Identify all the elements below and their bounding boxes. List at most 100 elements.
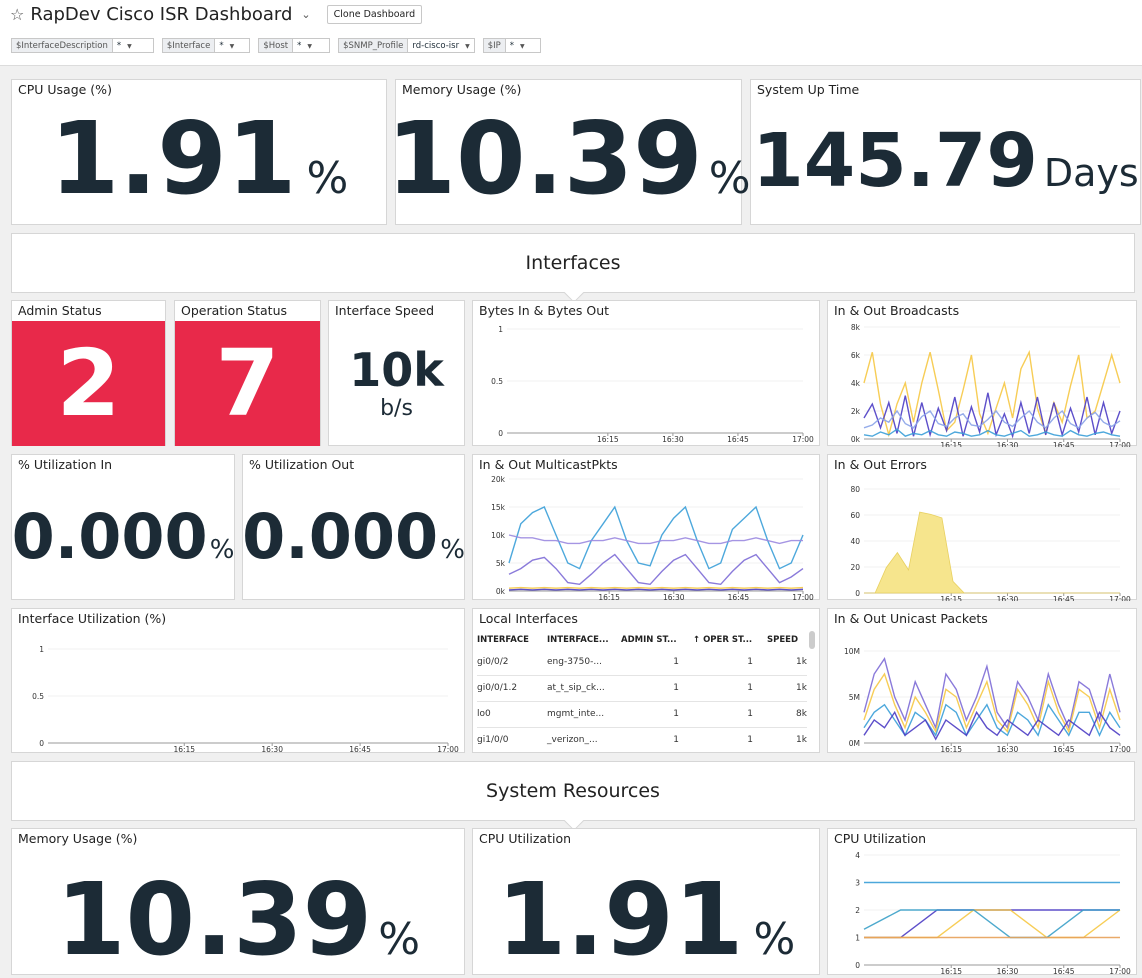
variable-interface-description[interactable]: $InterfaceDescription * ▼ <box>11 38 154 53</box>
widget-title: Local Interfaces <box>479 611 578 626</box>
cpu-utilization-value: 1.91% <box>473 861 819 978</box>
admin-status-value: 2 <box>12 321 165 446</box>
cpu-usage-value: 1.91% <box>12 100 386 217</box>
table-cell: gi1/0/0 <box>477 727 547 752</box>
variable-host[interactable]: $Host * ▼ <box>258 38 331 53</box>
operation-status-value: 7 <box>175 321 320 446</box>
x-tick-label: 16:15 <box>940 745 962 753</box>
series-line <box>863 409 1121 429</box>
column-header[interactable]: ADMIN ST... <box>621 635 677 645</box>
interface-speed-widget[interactable]: Interface Speed 10k b/s <box>328 300 465 446</box>
x-tick-label: 17:00 <box>1109 967 1131 975</box>
multicast-widget[interactable]: In & Out MulticastPkts 0k 5k 10k 15k 20k 16:1… <box>472 454 820 601</box>
variable-interface[interactable]: $Interface * ▼ <box>161 38 251 53</box>
y-tick-label: 6k <box>851 351 861 360</box>
system-uptime-widget[interactable]: System Up Time 145.79 Days <box>750 79 1141 225</box>
variable-name: $Host <box>259 39 294 52</box>
interface-utilization-widget[interactable]: Interface Utilization (%) 0 0.5 1 16:15 16:3… <box>11 608 465 753</box>
column-header[interactable]: SPEED <box>767 635 799 645</box>
x-tick-label: 16:30 <box>997 441 1019 447</box>
y-tick-label: 4 <box>855 851 860 860</box>
cpu-utilization-value-widget[interactable]: CPU Utilization 1.91% <box>472 828 820 978</box>
y-tick-label: 5M <box>849 693 860 702</box>
local-interfaces-widget[interactable]: Local Interfaces INTERFACE INTERFACE... … <box>472 608 820 753</box>
table-cell: 1 <box>621 727 693 752</box>
utilization-out-widget[interactable]: % Utilization Out 0.000% <box>242 454 465 600</box>
variable-value: rd-cisco-isr <box>412 41 460 51</box>
cpu-usage-widget[interactable]: CPU Usage (%) 1.91% <box>11 79 387 225</box>
x-tick-label: 16:45 <box>728 593 750 601</box>
variable-value: * <box>116 41 122 51</box>
x-tick-label: 16:45 <box>1053 967 1075 975</box>
x-tick-label: 16:30 <box>997 967 1019 975</box>
widget-title: In & Out MulticastPkts <box>479 457 618 472</box>
table-cell: 1k <box>767 675 807 702</box>
unicast-widget[interactable]: In & Out Unicast Packets 0M 5M 10M 16:15 16:… <box>827 608 1137 753</box>
interfaces-group-header[interactable]: Interfaces <box>11 233 1135 303</box>
unit-text: % <box>209 535 235 565</box>
y-tick-label: 0 <box>498 429 503 438</box>
operation-status-widget[interactable]: Operation Status 7 <box>174 300 321 446</box>
utilization-out-value: 0.000% <box>242 500 465 573</box>
table-cell: mgmt_inte... <box>547 701 621 728</box>
interface-speed-value: 10k <box>349 343 444 397</box>
star-icon[interactable]: ☆ <box>10 4 25 24</box>
clone-dashboard-button[interactable]: Clone Dashboard <box>326 4 423 24</box>
table-cell: 8k <box>767 701 807 728</box>
widget-title: System Up Time <box>757 82 860 97</box>
y-tick-label: 15k <box>491 503 506 512</box>
memory-usage-widget[interactable]: Memory Usage (%) 10.39% <box>386 79 751 225</box>
widget-title: In & Out Errors <box>834 457 927 472</box>
y-tick-label: 1 <box>855 934 860 943</box>
uptime-value: 145.79 Days <box>751 118 1140 204</box>
y-tick-label: 0M <box>849 739 860 748</box>
widget-title: CPU Utilization <box>479 831 572 846</box>
template-variables: $InterfaceDescription * ▼ $Interface * ▼ $Ho… <box>11 38 541 53</box>
chevron-down-icon[interactable]: ⌄ <box>301 7 311 21</box>
bytes-in-out-widget[interactable]: Bytes In & Bytes Out 0 0.5 1 16:15 16:30 16:4… <box>472 300 820 446</box>
broadcasts-widget[interactable]: In & Out Broadcasts 0k 2k 4k 6k 8k 16:15 16:30… <box>827 300 1137 447</box>
value-text: 10.39 <box>55 861 373 978</box>
x-tick-label: 16:15 <box>940 967 962 975</box>
column-header[interactable]: INTERFACE... <box>547 635 609 645</box>
widget-title: CPU Usage (%) <box>18 82 112 97</box>
column-header[interactable]: INTERFACE <box>477 635 529 645</box>
y-tick-label: 20k <box>491 475 506 484</box>
memory-usage-2-widget[interactable]: Memory Usage (%) 10.39% <box>11 828 465 978</box>
x-tick-label: 16:45 <box>1053 745 1075 753</box>
y-tick-label: 0k <box>496 587 506 596</box>
table-row[interactable]: gi0/0/1.2 at_t_sip_ck... 1 1 1k <box>477 675 807 702</box>
series-line <box>863 428 1121 437</box>
caret-down-icon: ▼ <box>229 43 235 50</box>
variable-name: $IP <box>483 39 506 52</box>
widget-title: Interface Speed <box>335 303 435 318</box>
table-header-row: INTERFACE INTERFACE... ADMIN ST... ↑ OPE… <box>477 631 807 649</box>
utilization-in-widget[interactable]: % Utilization In 0.000% <box>11 454 235 600</box>
caret-down-icon: ▼ <box>465 43 470 50</box>
table-cell: 1 <box>693 675 767 702</box>
table-row[interactable]: gi1/0/0 _verizon_... 1 1 1k <box>477 727 807 752</box>
table-cell: 1k <box>767 727 807 752</box>
variable-ip[interactable]: $IP * ▼ <box>482 38 541 53</box>
interface-utilization-chart: 0 0.5 1 16:15 16:30 16:45 17:00 <box>32 645 459 753</box>
y-tick-label: 80 <box>850 485 860 494</box>
table-scrollbar[interactable] <box>809 631 815 649</box>
variable-snmp-profile[interactable]: $SNMP_Profile rd-cisco-isr ▼ <box>338 38 475 53</box>
unit-text: % <box>440 535 465 565</box>
column-header[interactable]: ↑ OPER ST... <box>693 635 753 645</box>
y-tick-label: 40 <box>850 537 860 546</box>
table-row[interactable]: gi0/0/2 eng-3750-... 1 1 1k <box>477 649 807 676</box>
table-cell: eng-3750-... <box>547 649 621 676</box>
system-resources-group-header[interactable]: System Resources <box>11 761 1135 831</box>
variable-value: * <box>297 41 302 51</box>
series-line <box>508 505 804 570</box>
table-row[interactable]: lo0 mgmt_inte... 1 1 8k <box>477 701 807 728</box>
y-tick-label: 10k <box>491 531 506 540</box>
widget-title: Admin Status <box>18 303 102 318</box>
errors-widget[interactable]: In & Out Errors 0 20 40 60 80 16:15 16:30 16:45… <box>827 454 1137 601</box>
multicast-chart: 0k 5k 10k 15k 20k 16:15 16:30 16:45 17:00 <box>491 475 814 601</box>
cpu-utilization-chart-widget[interactable]: CPU Utilization 0 1 2 3 4 16:15 16:30 16:45 17:0… <box>827 828 1137 975</box>
x-tick-label: 16:15 <box>597 435 619 444</box>
interface-speed-unit: b/s <box>380 396 413 421</box>
admin-status-widget[interactable]: Admin Status 2 <box>11 300 166 446</box>
